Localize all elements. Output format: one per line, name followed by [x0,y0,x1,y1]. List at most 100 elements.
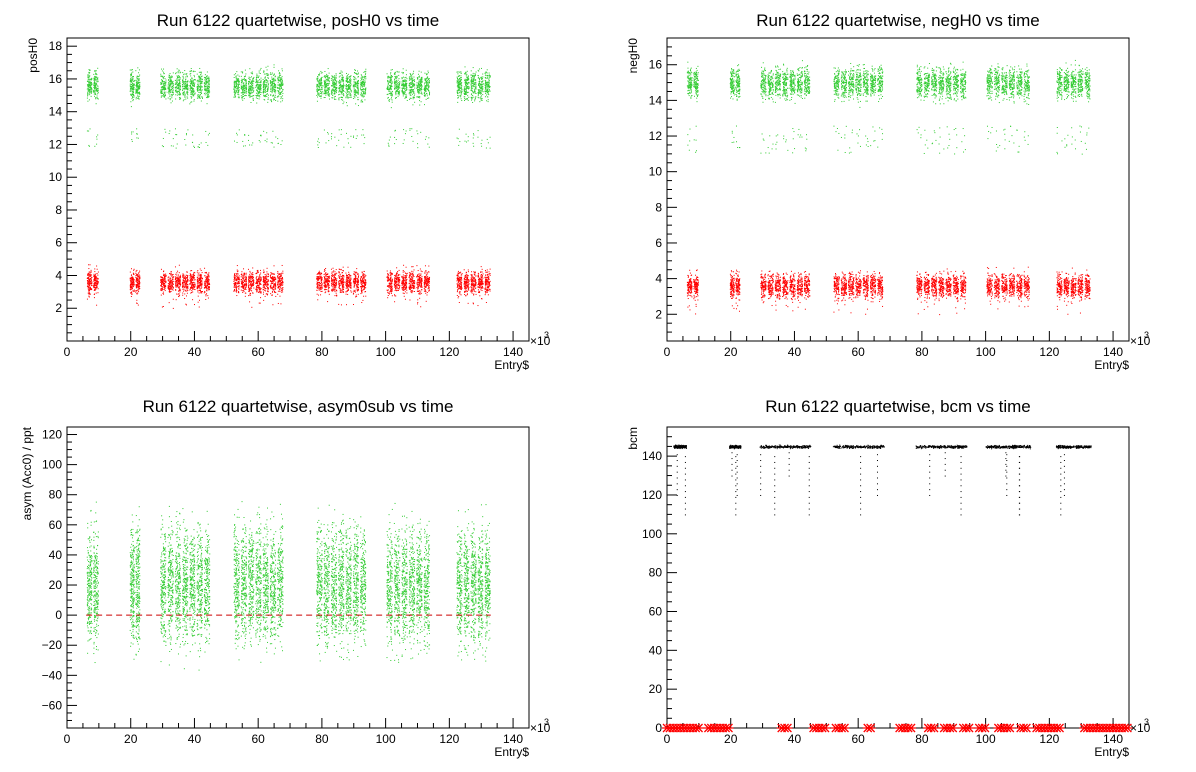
data-point [208,272,209,273]
data-point [171,284,172,285]
data-point [175,289,176,290]
data-point [256,95,257,96]
data-point [132,281,133,282]
data-point [257,270,258,271]
data-point [131,106,132,107]
data-point [265,283,266,284]
data-point [329,281,330,282]
data-point [320,286,321,287]
data-point [257,77,258,78]
data-point [266,86,267,87]
data-point [200,71,201,72]
data-point [88,287,89,288]
data-point [183,94,184,95]
data-point [175,276,176,277]
data-point [250,281,251,282]
data-point [267,82,268,83]
data-point [275,288,276,289]
data-point [248,289,249,290]
data-point [263,93,264,94]
data-point [208,134,209,135]
data-point [248,285,249,286]
data-point [179,265,180,266]
data-point [280,278,281,279]
data-point [331,94,332,95]
data-point [236,279,237,280]
data-point [327,75,328,76]
data-point [139,277,140,278]
x-tick-label: 120 [439,345,459,359]
data-point [190,86,191,87]
data-point [237,80,238,81]
data-point [206,281,207,282]
data-point [320,276,321,277]
data-point [175,91,176,92]
data-point [95,274,96,275]
data-point [272,131,273,132]
data-point [168,277,169,278]
data-point [275,100,276,101]
data-point [278,284,279,285]
data-point [260,73,261,74]
data-point [319,287,320,288]
data-point [131,70,132,71]
data-point [327,83,328,84]
data-point [190,270,191,271]
data-point [194,272,195,273]
data-point [263,292,264,293]
data-point [325,273,326,274]
data-point [270,82,271,83]
data-point [325,93,326,94]
data-point [91,280,92,281]
data-point [194,94,195,95]
data-point [170,273,171,274]
data-point [328,94,329,95]
data-point [170,91,171,92]
data-point [256,273,257,274]
data-point [238,291,239,292]
data-point [267,93,268,94]
data-point [201,83,202,84]
data-point [280,286,281,287]
data-point [197,291,198,292]
data-point [90,279,91,280]
data-point [245,87,246,88]
data-point [194,287,195,288]
data-point [130,90,131,91]
data-point [95,98,96,99]
data-point [259,79,260,80]
data-point [251,85,252,86]
data-point [191,280,192,281]
data-point [271,282,272,283]
data-point [253,89,254,90]
data-point [248,83,249,84]
data-point [252,89,253,90]
data-point [162,86,163,87]
data-point [178,84,179,85]
data-point [96,266,97,267]
data-point [244,90,245,91]
data-point [175,287,176,288]
data-point [253,98,254,99]
data-point [200,85,201,86]
data-point [209,83,210,84]
data-point [263,279,264,280]
data-point [260,69,261,70]
data-point [278,274,279,275]
data-point [331,278,332,279]
data-point [194,99,195,100]
data-point [88,283,89,284]
data-point [88,79,89,80]
data-point [200,80,201,81]
data-point [89,274,90,275]
data-point [268,274,269,275]
data-point [239,283,240,284]
data-point [281,83,282,84]
data-point [191,92,192,93]
data-point [132,277,133,278]
data-point [208,86,209,87]
data-point [265,88,266,89]
data-point [164,279,165,280]
data-point [190,94,191,95]
data-point [201,100,202,101]
